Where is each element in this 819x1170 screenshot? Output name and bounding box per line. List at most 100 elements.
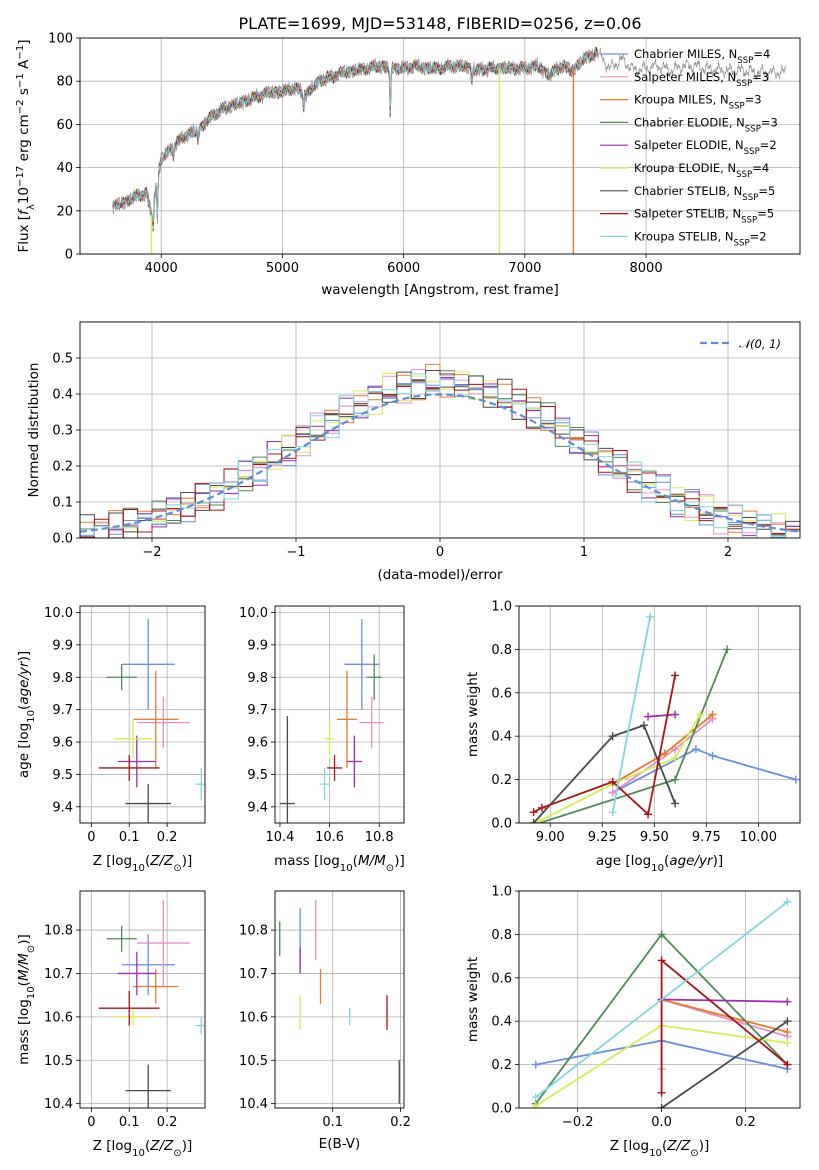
x-tick-label: −1 <box>286 545 305 560</box>
massweight-vs-age-frame <box>518 605 801 824</box>
label-part: ] <box>16 39 32 44</box>
label-part: −1 <box>15 45 26 60</box>
label-part: −1 <box>15 73 26 88</box>
series-line-chabrier-miles <box>612 748 797 794</box>
x-tick-label: 9.00 <box>536 830 565 845</box>
y-tick-label: 0.2 <box>491 1058 512 1073</box>
x-tick-label: 0.2 <box>157 830 178 845</box>
mass-vs-Z-axes: 0 0.1 0.2 10.4 10.5 10.6 10.7 10.8 <box>44 891 205 1130</box>
legend-model: Salpeter ELODIE, N <box>634 138 744 152</box>
legend-entry: Salpeter STELIB, NSSP=5 <box>634 207 774 226</box>
legend-model: Salpeter MILES, N <box>634 70 736 84</box>
label-part: Flux [ <box>16 215 32 253</box>
y-tick-label: 1.0 <box>491 600 512 615</box>
legend-sub: SSP <box>744 147 760 157</box>
errorbar-kroupa-elodie <box>114 1008 152 1026</box>
errorbar-salpeter-stelib <box>327 754 342 781</box>
legend-sub: SSP <box>741 216 757 226</box>
label-part: age [log <box>16 723 32 778</box>
label-part: 10 <box>26 710 37 723</box>
y-tick-label: 0.4 <box>491 1015 512 1030</box>
legend-nssp: =2 <box>760 138 777 152</box>
legend-nssp: =4 <box>753 47 770 61</box>
errorbar-kroupa-elodie <box>324 719 335 759</box>
label-part: Z/Z <box>149 1138 174 1154</box>
y-tick-label: 0.8 <box>491 643 512 658</box>
mass-vs-ebv-frame <box>274 890 405 1109</box>
hist-kroupa-stelib <box>80 373 800 538</box>
errorbar-salpeter-elodie <box>117 735 156 788</box>
y-tick-label: 100 <box>48 32 73 47</box>
gaussian-reference-line <box>80 393 800 533</box>
y-tick-label: 9.7 <box>247 703 268 718</box>
point-marker-kroupa-stelib <box>646 612 655 621</box>
legend-model: Salpeter STELIB, N <box>634 207 741 221</box>
y-tick-label: 0.4 <box>491 730 512 745</box>
x-tick-label: 9.25 <box>588 830 617 845</box>
y-tick-label: 60 <box>56 118 73 133</box>
residuals-frame <box>79 321 801 539</box>
errorbar-kroupa-miles <box>337 670 357 768</box>
label-part: −2 <box>15 99 26 114</box>
legend-entry: Salpeter MILES, NSSP=3 <box>634 70 769 89</box>
label-part: A <box>16 59 32 73</box>
y-tick-label: 10.8 <box>239 924 268 939</box>
label-part: 10 <box>649 1148 662 1159</box>
point-marker-chabrier-miles <box>531 1060 540 1069</box>
label-part: mass [log <box>16 999 32 1065</box>
label-part: Z [log <box>93 853 132 869</box>
series-line-kroupa-stelib <box>611 616 651 813</box>
label-part: ⊙ <box>173 863 181 874</box>
series-line-kroupa-stelib <box>535 901 788 1098</box>
errorbar-kroupa-miles <box>133 969 179 1004</box>
point-marker-kroupa-miles <box>708 710 717 719</box>
legend-entry: Chabrier STELIB, NSSP=5 <box>634 184 775 203</box>
mass-vs-ebv-xlabel: E(B-V) <box>319 1136 361 1152</box>
label-part: )] <box>16 934 32 945</box>
point-marker-chabrier-elodie <box>671 775 680 784</box>
label-part: 10 <box>340 863 353 874</box>
massweight-vs-Z-axes: −0.2 0.0 0.2 0.0 0.2 0.4 0.6 0.8 1.0 <box>491 885 800 1130</box>
errorbar-chabrier-miles <box>121 618 175 710</box>
y-tick-label: 40 <box>56 161 73 176</box>
y-tick-label: 10.4 <box>239 1097 268 1112</box>
errorbar-chabrier-stelib <box>279 716 295 823</box>
x-tick-label: −2 <box>142 545 161 560</box>
y-tick-label: 0.5 <box>52 352 73 367</box>
legend-entry: Chabrier MILES, NSSP=4 <box>634 47 770 66</box>
x-tick-label: 6000 <box>387 261 420 276</box>
legend-model: Kroupa STELIB, N <box>634 229 734 243</box>
x-tick-label: −0.2 <box>562 1115 594 1130</box>
point-marker-salpeter-stelib <box>644 810 653 819</box>
y-tick-label: 9.6 <box>52 736 73 751</box>
x-tick-label: 7000 <box>508 261 541 276</box>
massweight-vs-age-ylabel: mass weight <box>465 672 481 757</box>
point-marker-kroupa-stelib <box>608 808 617 817</box>
y-tick-label: 9.4 <box>52 800 73 815</box>
x-tick-label: 10.8 <box>365 830 394 845</box>
massweight-vs-Z-ylabel: mass weight <box>465 957 481 1042</box>
label-part: 10 <box>651 863 664 874</box>
x-tick-label: 2 <box>724 545 732 560</box>
point-marker-salpeter-stelib <box>657 956 666 965</box>
x-tick-label: 0.1 <box>322 1115 343 1130</box>
y-tick-label: 0.2 <box>52 460 73 475</box>
label-part: ( <box>16 981 32 986</box>
errorbar-salpeter-miles <box>136 899 190 987</box>
errorbar-salpeter-elodie <box>346 735 362 788</box>
label-part: ( <box>16 705 32 710</box>
label-part: ( <box>145 853 150 869</box>
legend-model: Chabrier MILES, N <box>634 47 737 61</box>
label-part: M/M <box>358 853 386 869</box>
y-tick-label: 0 <box>65 248 73 263</box>
label-part: ⊙ <box>173 1148 181 1159</box>
label-part: 10 <box>132 863 145 874</box>
y-tick-label: 9.5 <box>247 768 268 783</box>
x-tick-label: 0 <box>87 830 95 845</box>
legend-nssp: =2 <box>750 229 767 243</box>
age-vs-mass-axes: 10.4 10.6 10.8 9.4 9.5 9.6 9.7 9.8 9.9 10.0 <box>239 606 404 845</box>
legend-sub: SSP <box>745 124 761 134</box>
y-tick-label: 10.7 <box>44 967 73 982</box>
mass-vs-Z-frame <box>79 890 206 1109</box>
label-part: Z/Z <box>666 1138 691 1154</box>
